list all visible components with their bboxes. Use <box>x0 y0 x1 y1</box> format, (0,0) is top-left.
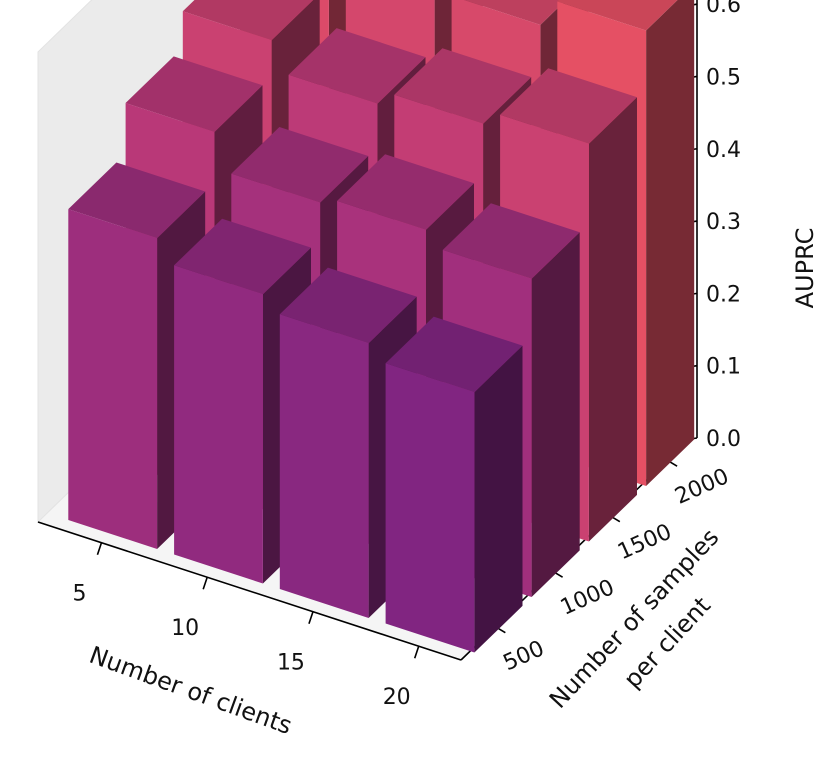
bar-top-face <box>125 56 263 132</box>
x-tick-label: 20 <box>383 685 411 710</box>
bar-side-face <box>588 97 637 542</box>
bar-side-face <box>474 345 523 653</box>
x-tick-label: 15 <box>277 651 305 676</box>
bar-top-face <box>68 162 206 239</box>
y-tick-label: 1500 <box>614 520 675 566</box>
y-tick-label: 1000 <box>557 575 618 621</box>
bar-top-face <box>557 0 678 31</box>
z-tick-label: 0.5 <box>706 65 741 90</box>
bar-top-face <box>394 48 532 124</box>
bar-front-face <box>279 314 369 618</box>
bar-top-face <box>442 203 580 279</box>
bar-side-face <box>531 232 580 597</box>
bar-front-face <box>385 363 475 653</box>
x-tick <box>96 542 103 555</box>
bar-front-face <box>68 209 158 549</box>
bar-top-face <box>182 0 314 41</box>
z-tick-label: 0.3 <box>706 210 741 235</box>
bar-front-face <box>174 265 263 584</box>
bar-top-face <box>288 28 426 104</box>
z-tick-label: 0.4 <box>706 138 741 163</box>
bar-top-face <box>231 127 369 203</box>
y-tick-label: 500 <box>500 636 549 676</box>
bar-group <box>68 0 695 653</box>
x-tick-label: 5 <box>72 582 86 607</box>
bar-top-face <box>464 0 567 25</box>
x-tick <box>413 645 420 659</box>
bar-top-face <box>500 68 637 144</box>
z-tick-label: 0.6 <box>706 0 741 18</box>
x-axis-label: Number of clients <box>86 641 296 740</box>
bar-top-face <box>174 218 311 295</box>
bar-side-face <box>646 0 695 486</box>
x-tick-label: 10 <box>171 616 199 641</box>
bar-top-face <box>337 154 474 230</box>
bar <box>385 316 523 653</box>
z-tick-label: 0.0 <box>706 427 741 452</box>
bar-top-face <box>279 267 417 344</box>
z-tick-label: 0.1 <box>706 355 741 380</box>
x-tick <box>202 576 208 590</box>
bar-top-face <box>385 316 523 393</box>
x-tick <box>308 611 314 624</box>
x-axis-line <box>37 521 462 661</box>
z-tick-label: 0.2 <box>706 282 741 307</box>
y-tick-label: 2000 <box>671 464 732 510</box>
z-axis-label: AUPRC <box>791 228 819 309</box>
